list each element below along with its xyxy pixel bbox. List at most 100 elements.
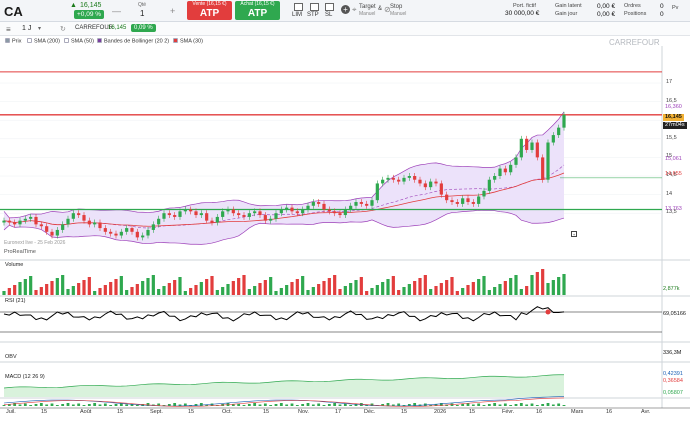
macd-hist-bar [135, 405, 139, 406]
volume-bar [71, 286, 75, 295]
legend-item[interactable]: SMA (50) [64, 38, 94, 45]
candle [146, 229, 150, 236]
qty-plus-button[interactable]: + [170, 6, 176, 16]
sma30-tag: 14,655 [665, 171, 682, 177]
macd-hist-bar [125, 404, 129, 406]
candle [157, 218, 161, 225]
legend-item[interactable]: SMA (200) [27, 38, 60, 45]
candle [354, 202, 358, 206]
sell-button[interactable]: Vente (16,15 €) ATP [187, 1, 232, 20]
candle [141, 235, 145, 238]
macd-hist-bar [391, 404, 395, 406]
x-tick-label: Août [80, 409, 92, 415]
refresh-icon[interactable]: ↻ [60, 26, 66, 33]
candle [55, 229, 59, 236]
candle [413, 176, 417, 180]
stp-order-icon[interactable] [310, 3, 319, 11]
macd-hist-bar [34, 404, 38, 406]
stp-label[interactable]: STP [307, 12, 319, 18]
qty-label: Qté [138, 2, 147, 8]
macd-hist-bar [557, 403, 561, 406]
legend-item[interactable]: Prix [5, 38, 21, 45]
gain-latent-value: 0,00 € [597, 3, 616, 10]
macd-hist-bar [498, 404, 502, 406]
macd-hist-bar [327, 404, 331, 406]
sl-label[interactable]: SL [325, 12, 333, 18]
macd-hist-bar [55, 405, 59, 406]
volume-bar [194, 285, 198, 295]
volume-bar [253, 286, 257, 295]
candle [151, 224, 155, 230]
candle [103, 228, 107, 232]
candle [23, 218, 27, 221]
volume-bar [482, 276, 486, 295]
buy-price: Achat (16,15 €) [240, 1, 275, 7]
candle [439, 183, 443, 195]
candle [231, 209, 235, 214]
candle [557, 127, 561, 136]
buy-button[interactable]: Achat (16,15 €) ATP [235, 1, 280, 20]
macd-hist-bar [210, 403, 214, 406]
macd-hist-bar [45, 404, 49, 406]
macd-hist-bar [18, 404, 22, 406]
volume-bar [439, 283, 443, 295]
interval-select[interactable]: 1 J [22, 25, 32, 32]
add-circle-icon[interactable]: + [341, 5, 350, 14]
volume-bar [135, 284, 139, 295]
volume-bar [237, 278, 241, 295]
target-icon[interactable]: ⌖ [352, 5, 357, 14]
legend-item[interactable]: SMA (30) [173, 38, 203, 45]
candle [253, 211, 257, 214]
macd-hist-bar [231, 404, 235, 406]
legend-item[interactable]: Bandes de Bollinger (20 2) [97, 38, 169, 45]
candle [199, 213, 203, 216]
volume-bar [77, 283, 81, 295]
legend-swatch [64, 38, 69, 43]
stop-label[interactable]: Stop [390, 4, 403, 10]
sma30-line [3, 172, 565, 227]
candle [13, 222, 17, 225]
volume-bar [290, 282, 294, 295]
candle [317, 202, 321, 204]
candle [98, 222, 102, 229]
candle [279, 209, 283, 214]
stop-mode: Manuel [390, 11, 407, 17]
volume-bar [359, 277, 363, 295]
sl-order-icon[interactable] [325, 3, 334, 11]
candle [290, 207, 294, 212]
bollinger-mid-line [3, 164, 565, 229]
macd-hist-bar [130, 403, 134, 406]
menu-icon[interactable]: ≡ [6, 25, 11, 34]
target-label[interactable]: Target [359, 4, 376, 10]
macd-hist-bar [237, 403, 241, 406]
candle [487, 179, 491, 191]
candle [365, 203, 369, 206]
lim-label[interactable]: LIM [292, 12, 303, 18]
volume-bar [562, 274, 566, 295]
qty-minus-button[interactable]: — [112, 6, 121, 16]
volume-bar [471, 282, 475, 295]
rsi-label: RSI (21) [5, 298, 26, 304]
chevron-down-icon[interactable]: ▾ [38, 26, 42, 32]
price-chart[interactable] [0, 46, 690, 424]
volume-bar [370, 288, 374, 295]
macd-hist-bar [525, 404, 529, 406]
macd-hist-bar [482, 405, 486, 406]
candle [391, 177, 395, 180]
symbol-label[interactable]: CA [4, 4, 23, 19]
macd-hist-bar [514, 404, 518, 406]
zoom-icon[interactable]: + [571, 231, 577, 237]
bollinger-lower-line [3, 209, 565, 245]
macd-hist-bar [413, 403, 417, 406]
lim-order-icon[interactable] [294, 3, 303, 11]
pv-label[interactable]: Pv [672, 5, 679, 11]
volume-bar [386, 279, 390, 295]
macd-hist-bar [562, 405, 566, 406]
volume-bar [525, 286, 529, 295]
macd-hist-bar [429, 405, 433, 406]
qty-input[interactable]: 1 [140, 9, 145, 18]
volume-bar [199, 282, 203, 295]
last-price: 16,145 [80, 2, 102, 9]
stop-icon[interactable]: ⊘ [384, 5, 391, 14]
macd-hist-bar [71, 404, 75, 406]
